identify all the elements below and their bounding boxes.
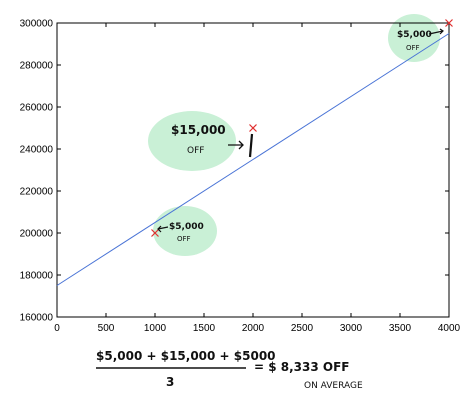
- y-tick-label: 280000: [20, 61, 54, 72]
- annotation-2-top: $15,000: [171, 123, 226, 137]
- data-point-stroke: [249, 124, 257, 132]
- annotation-2-arrow: [228, 140, 244, 150]
- y-tick-label: 240000: [20, 145, 54, 156]
- annotation-3-top: $5,000: [397, 30, 432, 40]
- x-tick-label: 1000: [144, 323, 167, 334]
- y-tick-label: 180000: [20, 271, 54, 282]
- annotation-2-bottom: OFF: [187, 146, 204, 156]
- y-axis-ticks: 160000 180000 200000 220000 240000 260000 2800…: [20, 19, 449, 324]
- x-axis-ticks: 0 500 1000 1500 2000 2500 3000 3500 4000: [54, 23, 461, 334]
- annotation-3-arrow: [428, 28, 444, 35]
- data-point-2: [249, 124, 257, 132]
- highlight-blob-3: [388, 14, 440, 62]
- y-tick-label: 200000: [20, 229, 54, 240]
- chart: 0 500 1000 1500 2000 2500 3000 3500 4000 1600001…: [20, 14, 461, 334]
- x-tick-label: 1500: [193, 323, 216, 334]
- formula-note: ON AVERAGE: [304, 381, 363, 391]
- data-point-1: [151, 229, 159, 237]
- data-points: [151, 19, 453, 237]
- annotation-3: $5,000 OFF: [397, 28, 444, 52]
- annotation-1-bottom: OFF: [177, 235, 191, 243]
- x-tick-label: 3000: [340, 323, 363, 334]
- fit-line: [56, 33, 450, 286]
- x-tick-label: 4000: [438, 323, 461, 334]
- formula-numerator: $5,000 + $15,000 + $5000: [96, 349, 276, 363]
- x-tick-label: 2500: [291, 323, 314, 334]
- annotation-1-top: $5,000: [169, 222, 204, 232]
- highlight-blob-2: [148, 111, 236, 171]
- y-tick-label: 220000: [20, 187, 54, 198]
- annotation-2-bracket: [248, 133, 254, 158]
- formula-result: = $ 8,333 OFF: [254, 360, 350, 374]
- highlight-blob-1: [153, 206, 217, 256]
- y-tick-label: 160000: [20, 313, 54, 324]
- y-tick-label: 300000: [20, 19, 54, 30]
- annotation-3-bottom: OFF: [406, 44, 420, 52]
- data-point-stroke: [151, 229, 159, 237]
- x-tick-label: 3500: [389, 323, 412, 334]
- data-point-stroke: [445, 19, 453, 27]
- annotation-1: $5,000 OFF: [157, 222, 204, 243]
- data-point-3: [445, 19, 453, 27]
- plot-frame: [56, 22, 450, 318]
- average-formula: $5,000 + $15,000 + $5000 3 = $ 8,333 OFF…: [96, 349, 363, 391]
- annotation-1-arrow: [157, 225, 169, 233]
- x-tick-label: 2000: [242, 323, 265, 334]
- y-tick-label: 260000: [20, 103, 54, 114]
- formula-denominator: 3: [166, 375, 174, 389]
- highlight-blobs: [148, 14, 440, 256]
- annotation-2: $15,000 OFF: [171, 123, 254, 158]
- x-tick-label: 500: [98, 323, 115, 334]
- x-tick-label: 0: [54, 323, 60, 334]
